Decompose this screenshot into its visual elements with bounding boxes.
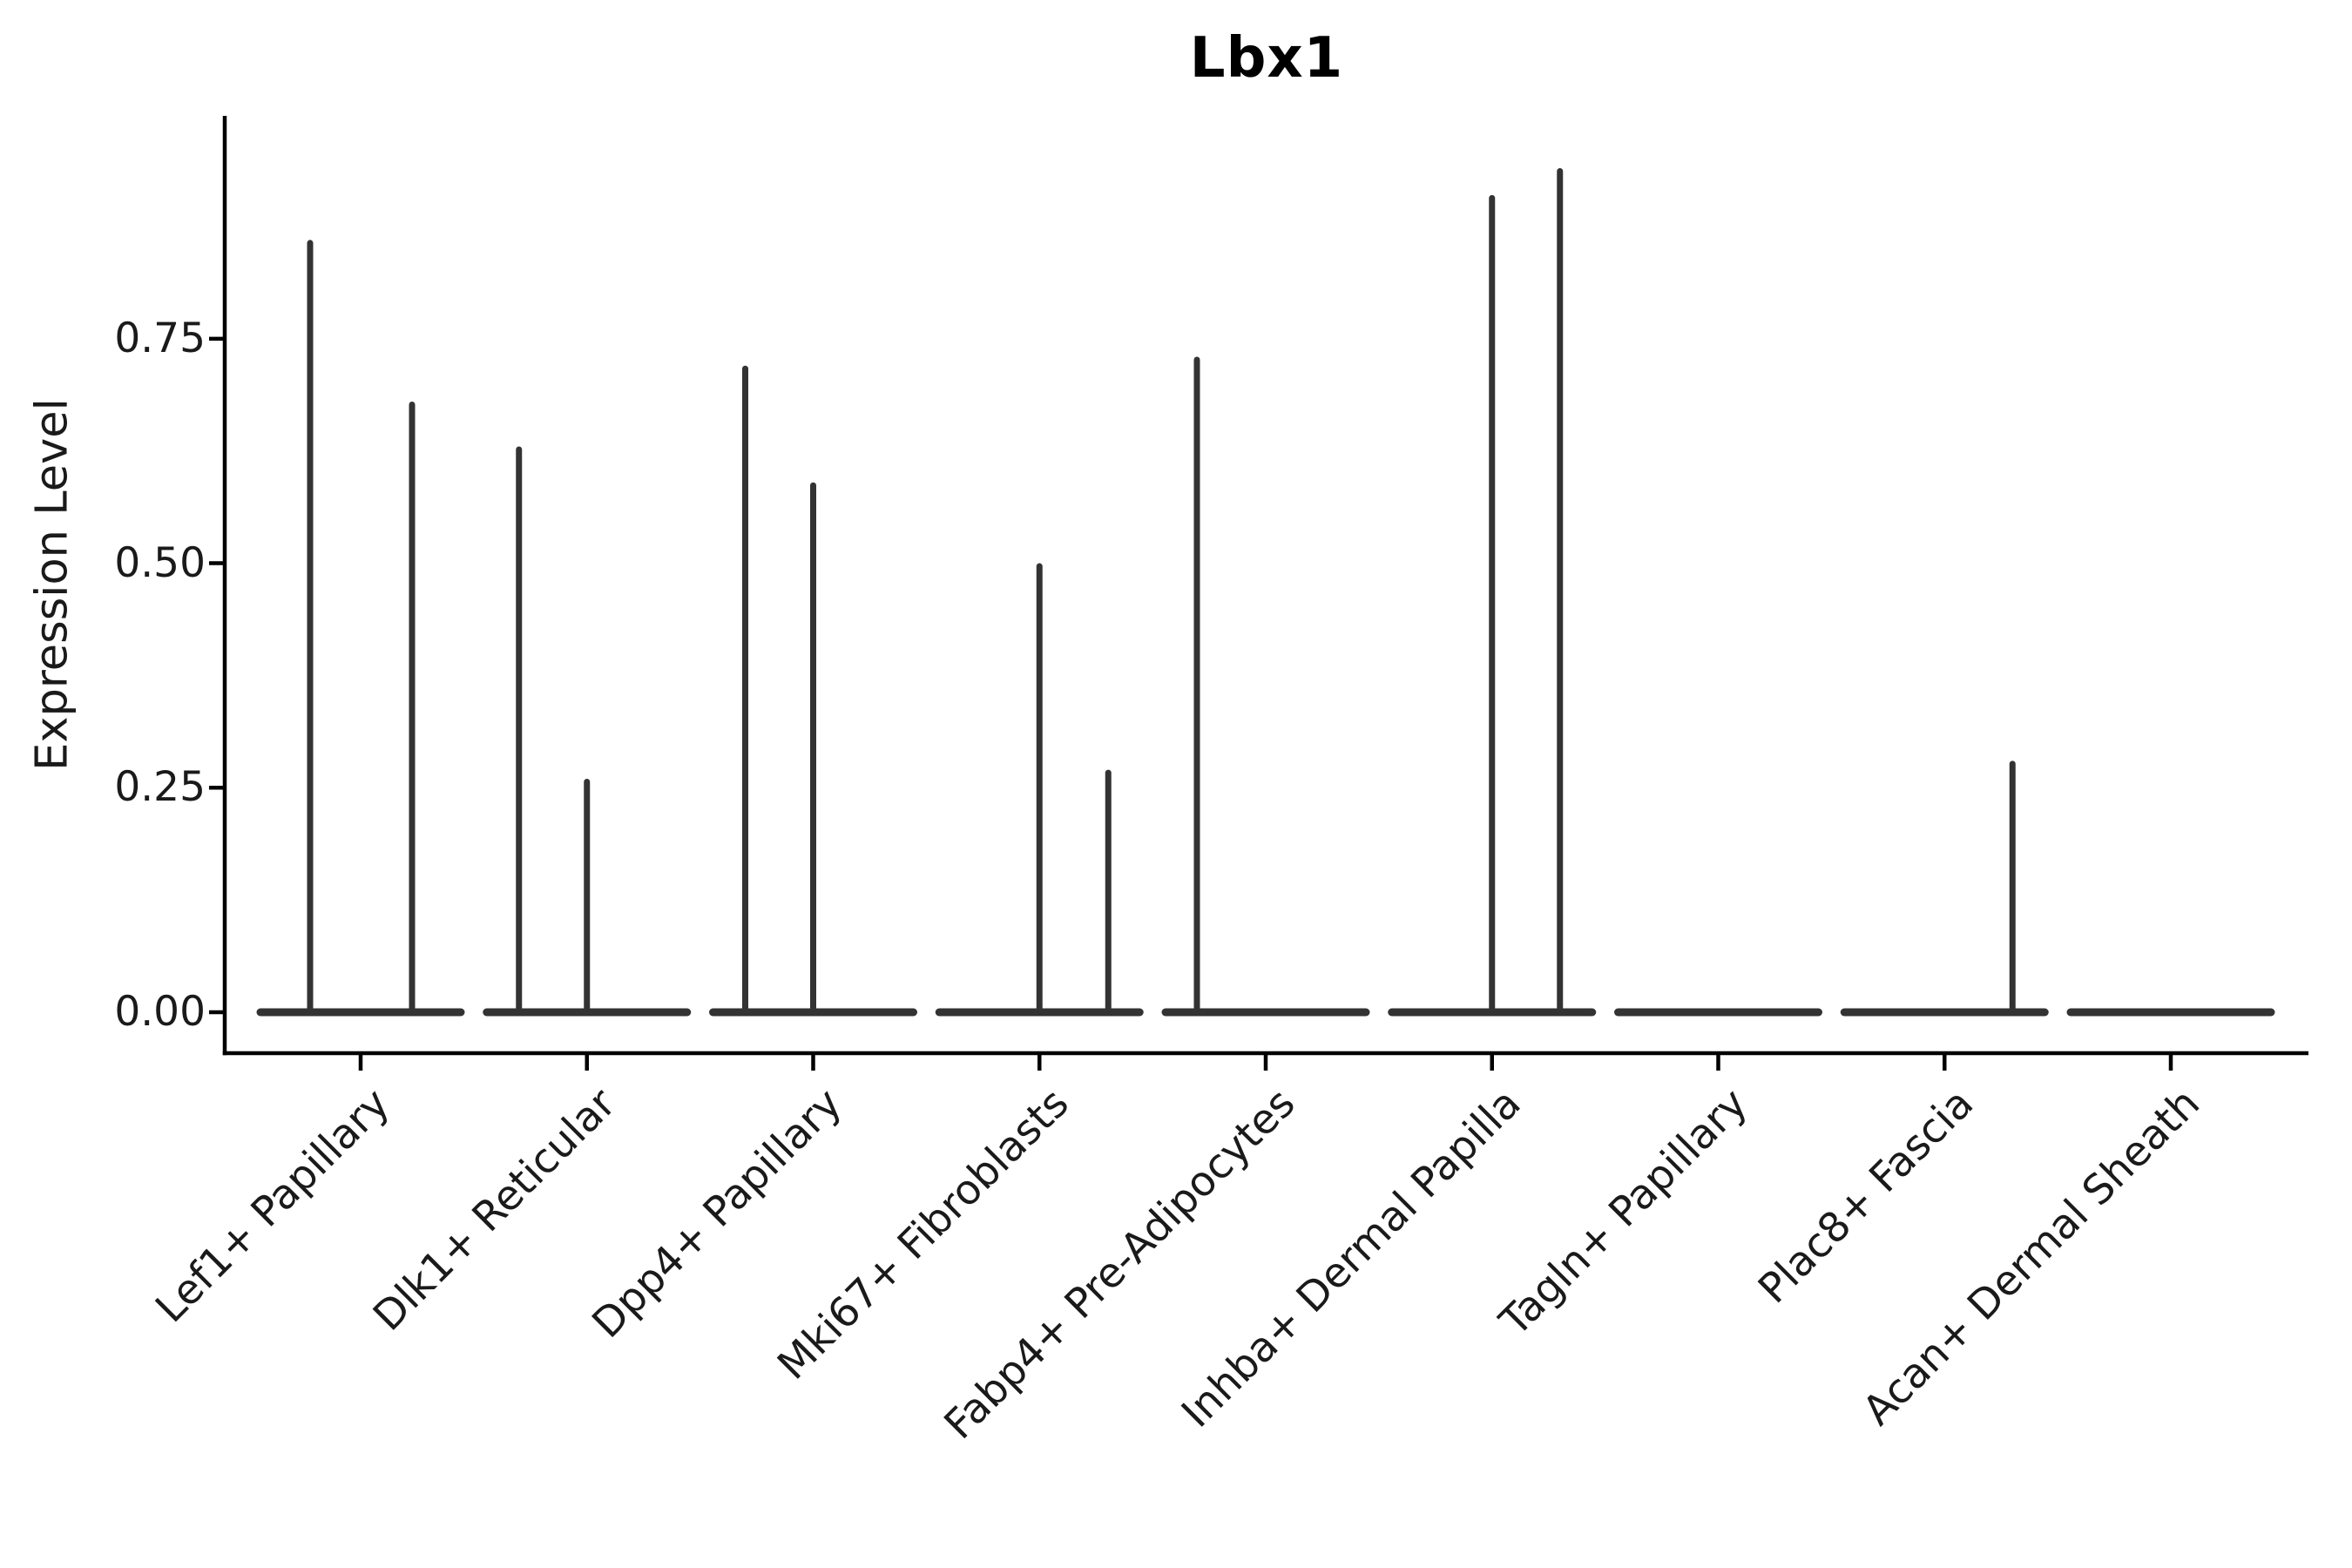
violin-base <box>709 1008 917 1017</box>
violin-spike <box>409 401 416 1014</box>
chart-title: Lbx1 <box>1189 26 1344 91</box>
violin-spike <box>1105 769 1112 1014</box>
y-tick-label: 0.25 <box>114 763 206 812</box>
y-tick-label: 0.00 <box>114 988 206 1036</box>
y-tick-label: 0.50 <box>114 538 206 587</box>
violin-spike <box>1036 563 1043 1014</box>
y-tick-label: 0.75 <box>114 314 206 362</box>
violin-spike <box>2009 760 2016 1014</box>
violin-base <box>256 1008 465 1017</box>
violin-spike <box>307 240 314 1014</box>
violin-spike <box>742 365 748 1014</box>
violin-spike <box>1193 356 1200 1014</box>
violin-spike <box>584 778 591 1014</box>
violin-spike <box>1557 167 1564 1015</box>
violin-base <box>1614 1008 1822 1017</box>
violin-base <box>2066 1008 2275 1017</box>
violin-base <box>1388 1008 1597 1017</box>
violin-spike <box>810 482 816 1014</box>
violin-base <box>935 1008 1144 1017</box>
violin-base <box>1840 1008 2049 1017</box>
violin-spike <box>1489 194 1496 1015</box>
violin-base <box>483 1008 692 1017</box>
violin-base <box>1161 1008 1370 1017</box>
violin-spike <box>516 446 523 1014</box>
